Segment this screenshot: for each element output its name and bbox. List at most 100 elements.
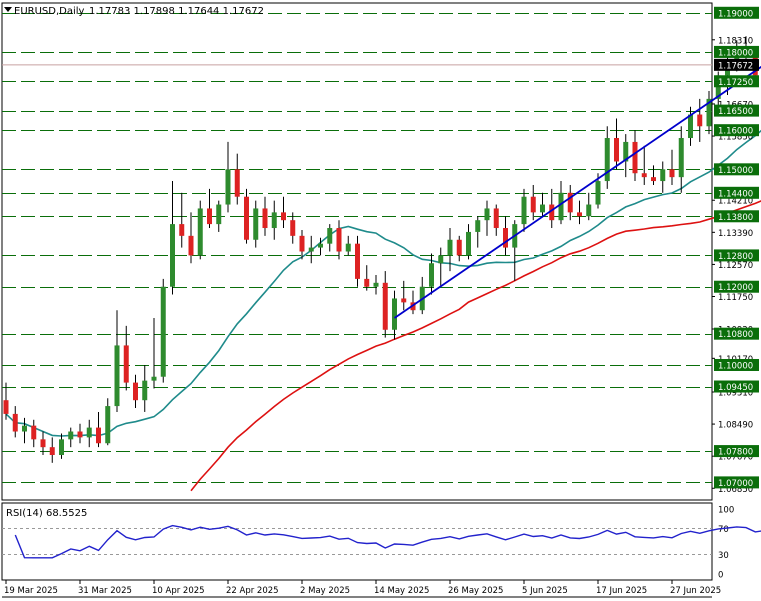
candle xyxy=(253,200,259,248)
level-price-label: 1.14400 xyxy=(718,189,753,199)
candle-body-bull xyxy=(253,208,259,240)
candle xyxy=(410,290,416,315)
level-price-box xyxy=(714,6,759,19)
x-tick-label: 31 Mar 2025 xyxy=(78,586,132,596)
candle xyxy=(558,181,564,225)
candle xyxy=(503,216,508,256)
candle xyxy=(567,184,573,221)
candle-body-bear xyxy=(632,141,638,174)
rsi-label: RSI(14) 68.5525 xyxy=(6,508,87,519)
ohlc-label: 1.17783 1.17898 1.17644 1.17672 xyxy=(89,6,264,17)
candle xyxy=(604,126,610,189)
price-label: 1.13390 xyxy=(718,229,753,239)
main-panel-frame xyxy=(1,2,713,501)
level-price-box xyxy=(714,327,759,340)
candle xyxy=(216,200,222,232)
level-price-label: 1.10000 xyxy=(718,361,753,371)
candle-body-bear xyxy=(77,431,83,438)
candle-body-bear xyxy=(697,114,703,127)
candle-body-bear xyxy=(549,204,555,221)
candle xyxy=(188,212,194,264)
candle-body-bull xyxy=(558,192,564,221)
level-price-label: 1.13800 xyxy=(718,213,753,223)
candle xyxy=(521,188,527,232)
level-price-label: 1.15000 xyxy=(718,166,753,176)
candle-body-bull xyxy=(447,239,453,256)
candle-body-bull xyxy=(345,243,351,252)
candle-body-bull xyxy=(225,169,231,205)
candle xyxy=(364,265,370,291)
level-price-box xyxy=(714,124,759,137)
candle xyxy=(22,417,27,444)
candle xyxy=(244,188,249,244)
candle xyxy=(641,145,647,185)
candle xyxy=(308,235,314,264)
dropdown-triangle-icon[interactable] xyxy=(4,7,12,12)
candle xyxy=(345,235,351,256)
level-price-label: 1.09450 xyxy=(718,383,753,393)
x-tick-label: 2 May 2025 xyxy=(300,586,350,596)
candle xyxy=(290,212,296,244)
candle xyxy=(327,224,333,252)
candle-body-bull xyxy=(308,247,314,252)
candle-body-bull xyxy=(466,231,471,256)
price-label: 1.12570 xyxy=(718,261,753,271)
candle-body-bear xyxy=(290,220,296,236)
candle-body-bull xyxy=(678,138,684,178)
level-price-box xyxy=(714,476,759,489)
price-label: 1.15850 xyxy=(718,133,753,143)
candle xyxy=(382,271,388,338)
candle xyxy=(225,141,231,213)
candle xyxy=(669,149,675,185)
candle xyxy=(577,200,582,225)
candle xyxy=(429,253,434,295)
candle-body-bull xyxy=(373,282,379,287)
candle-body-bear xyxy=(244,196,249,240)
candle xyxy=(678,126,684,193)
candle-body-bear xyxy=(530,196,536,213)
candle xyxy=(12,406,18,438)
symbol-label: EURUSD,Daily xyxy=(14,6,85,17)
candle xyxy=(59,433,64,459)
level-price-label: 1.07000 xyxy=(718,479,753,489)
candle xyxy=(105,398,111,446)
price-label: 1.14210 xyxy=(718,197,753,207)
candle xyxy=(549,188,555,229)
candle xyxy=(632,130,638,182)
candle-body-bear xyxy=(577,212,582,217)
candle-body-bull xyxy=(521,196,527,225)
x-tick-label: 22 Apr 2025 xyxy=(226,586,279,596)
level-price-box xyxy=(714,249,759,262)
candle-body-bull xyxy=(160,286,166,377)
level-price-label: 1.16500 xyxy=(718,107,753,117)
moving-average-fast xyxy=(5,129,761,437)
x-tick-label: 26 May 2025 xyxy=(448,586,503,596)
candle-body-bear xyxy=(281,212,286,221)
candle-body-bull xyxy=(197,208,203,256)
candle-body-bull xyxy=(68,431,74,440)
candle-body-bull xyxy=(327,228,333,244)
candle-body-bull xyxy=(170,224,175,287)
candle-body-bear xyxy=(3,400,9,414)
candle xyxy=(170,181,175,295)
candle xyxy=(262,196,268,236)
candle-body-bull xyxy=(392,298,397,330)
candle-body-bull xyxy=(114,345,120,407)
price-label: 1.11750 xyxy=(718,293,753,303)
rsi-tick-label: 30 xyxy=(718,551,729,561)
candle xyxy=(142,364,148,412)
candle xyxy=(318,237,323,256)
candle-body-bull xyxy=(438,255,444,264)
candle-body-bear xyxy=(567,192,573,213)
candle xyxy=(540,192,545,217)
candle xyxy=(419,276,425,315)
candle xyxy=(530,184,536,221)
candle xyxy=(447,228,453,272)
candle xyxy=(373,274,379,295)
candle xyxy=(281,196,286,229)
candle-body-bear xyxy=(336,228,342,252)
candle xyxy=(456,235,462,262)
level-price-box xyxy=(714,445,759,458)
candle-body-bull xyxy=(59,439,64,455)
